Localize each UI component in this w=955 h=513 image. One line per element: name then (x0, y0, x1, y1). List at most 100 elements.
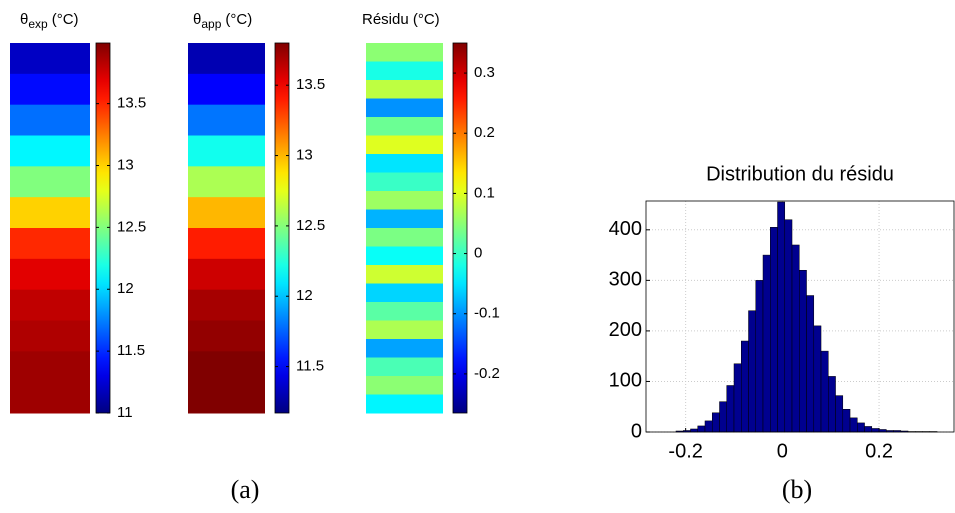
heatmap-row (10, 351, 90, 383)
title-part: app (201, 17, 221, 31)
heatmap-row (10, 104, 90, 136)
heatmap-row (366, 209, 443, 229)
colorbar-tick-label: 11.5 (117, 342, 145, 359)
heatmap-row (366, 357, 443, 377)
heatmap-row (366, 376, 443, 395)
histogram-bar (791, 244, 800, 433)
histogram-bar (697, 425, 706, 433)
colorbar-tick-label: 12.5 (117, 218, 146, 235)
histogram-bar (704, 420, 713, 433)
heatmap-row (366, 246, 443, 266)
histogram-bar (762, 254, 771, 433)
title-part: (°C) (225, 11, 252, 28)
y-tick-label: 0 (631, 420, 642, 442)
heatmap-row (366, 394, 443, 414)
heatmap-row (188, 382, 265, 414)
x-tick-label: 0.2 (865, 440, 893, 462)
colorbar-tick-label: 12 (117, 280, 134, 297)
colorbar (274, 42, 290, 414)
y-tick-label: 300 (609, 269, 642, 291)
title-part: Résidu (°C) (362, 11, 440, 28)
heatmap-row (366, 43, 443, 62)
histogram-bar (828, 376, 836, 433)
histogram-bar (849, 417, 858, 433)
colorbar-tick-label: 11 (117, 404, 133, 421)
title-part: θ (20, 11, 28, 28)
heatmap-row (188, 289, 265, 321)
heatmap-row (366, 191, 443, 210)
heatmap-row (366, 302, 443, 321)
heatmap-row (188, 197, 265, 229)
y-tick-label: 400 (609, 218, 642, 240)
heatmap-row (366, 320, 443, 340)
heatmap-row (188, 258, 265, 291)
colorbar-tick-label: 13 (296, 147, 313, 164)
heatmap-row (10, 135, 90, 167)
histogram-bar (748, 310, 757, 433)
heatmap-row (10, 73, 90, 106)
histogram-bar (813, 325, 822, 433)
heatmap-row (10, 43, 90, 75)
heatmap-row (10, 228, 90, 260)
heatmap-row (188, 166, 265, 198)
title-part: θ (193, 11, 201, 28)
colorbar-tick-label: 0 (474, 245, 482, 262)
axes-box (645, 200, 955, 433)
heatmap-row (10, 320, 90, 352)
heatmap-row (188, 104, 265, 136)
histogram-bar (777, 201, 786, 433)
heatmap-row (366, 265, 443, 284)
colorbar-tick-label: 0.2 (474, 124, 495, 141)
heatmap-row (10, 382, 90, 414)
heatmap-row (10, 166, 90, 198)
histogram-bar (799, 269, 807, 433)
colorbar (95, 42, 111, 414)
heatmap-row (366, 172, 443, 192)
histogram-bar (741, 340, 749, 433)
histogram-bar (806, 295, 815, 433)
heatmap-row (10, 289, 90, 321)
y-tick-label: 100 (609, 370, 642, 392)
y-tick-label: 200 (609, 319, 642, 341)
x-tick-label: 0 (777, 440, 788, 462)
colorbar-tick-label: 12 (296, 287, 313, 304)
histogram-bar (820, 350, 829, 433)
histogram-bar (857, 422, 865, 433)
colorbar-tick-label: 0.1 (474, 184, 495, 201)
heatmap-row (10, 258, 90, 291)
histogram-bar (842, 409, 851, 433)
heatmap-row (188, 351, 265, 383)
heatmap-row (188, 320, 265, 352)
heatmap-row (366, 154, 443, 173)
title-part: exp (28, 17, 48, 31)
histogram-bar (784, 219, 793, 433)
colorbar (452, 42, 468, 414)
histogram-bar (719, 401, 727, 433)
heatmap-row (366, 339, 443, 358)
histogram-bar (726, 385, 735, 433)
histogram-bar (871, 428, 880, 433)
heatmap-row (366, 61, 443, 81)
heatmap-row (10, 197, 90, 229)
panel-label: (a) (231, 475, 260, 504)
title-part: (°C) (52, 11, 79, 28)
heatmap-row (188, 135, 265, 167)
heatmap-row (366, 98, 443, 118)
histogram-title: Distribution du résidu (706, 163, 894, 185)
heatmap-row (366, 117, 443, 136)
heatmap-title: θapp (°C) (193, 11, 252, 31)
histogram-bar (690, 428, 698, 433)
heatmap-row (366, 80, 443, 99)
colorbar-tick-label: 0.3 (474, 64, 495, 81)
histogram-bar (770, 227, 778, 433)
heatmap-row (188, 73, 265, 106)
colorbar-tick-label: 11.5 (296, 358, 324, 375)
panel-label: (b) (782, 475, 812, 504)
histogram-bar (755, 280, 764, 433)
colorbar-tick-label: -0.1 (474, 305, 500, 322)
heatmap-row (366, 228, 443, 247)
histogram-bar (835, 395, 844, 433)
colorbar-tick-label: 13.5 (296, 76, 325, 93)
heatmap-row (188, 228, 265, 260)
